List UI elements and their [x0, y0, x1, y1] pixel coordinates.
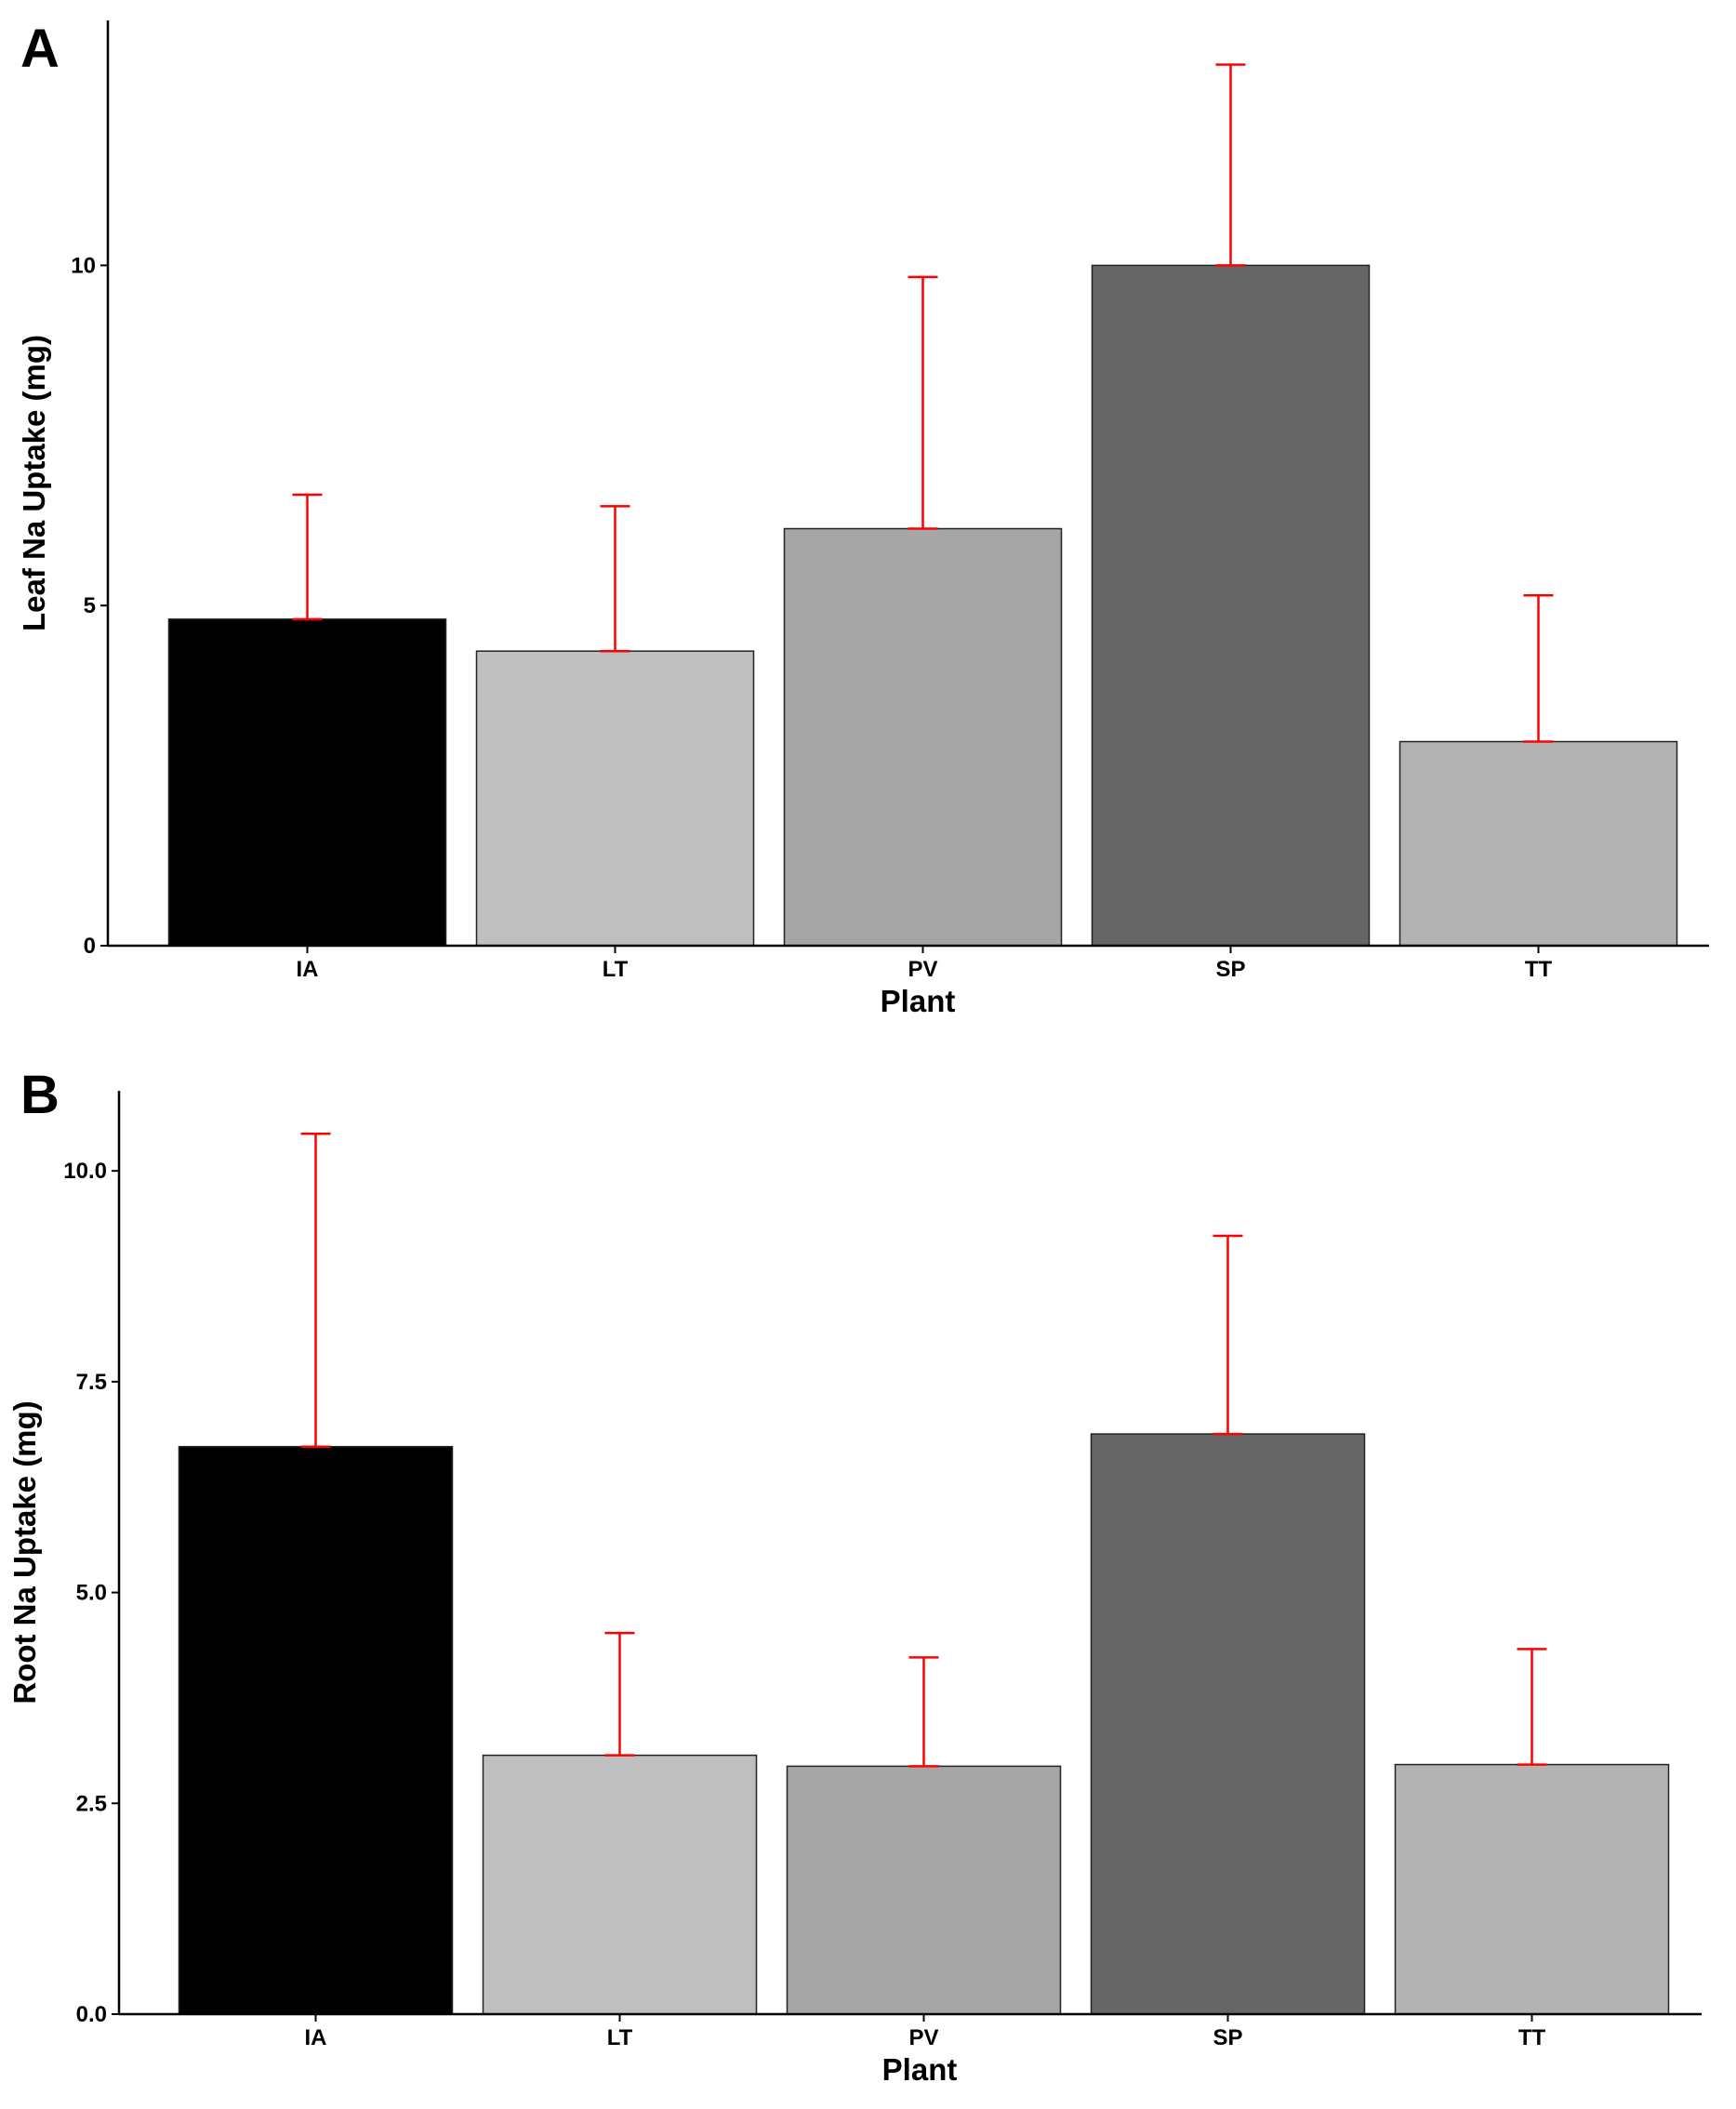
- x-tick-label-sp: SP: [1215, 957, 1245, 982]
- y-tick-label: 7.5: [76, 1370, 107, 1395]
- x-tick-label-ia: IA: [305, 2025, 327, 2050]
- y-tick-label: 0.0: [76, 2002, 107, 2027]
- bar-ia: [178, 1445, 454, 2015]
- x-axis-title: Plant: [882, 2052, 958, 2087]
- x-tick-label-tt: TT: [1518, 2025, 1546, 2050]
- bar-sp: [1091, 264, 1371, 947]
- y-axis-title: Root Na Uptake (mg): [7, 1400, 42, 1704]
- x-tick-label-ia: IA: [297, 957, 319, 982]
- y-tick-label: 10: [71, 253, 96, 278]
- y-tick-label: 2.5: [76, 1791, 107, 1816]
- y-tick-label: 5.0: [76, 1581, 107, 1606]
- y-tick-label: 0: [84, 934, 96, 959]
- x-tick-label-sp: SP: [1213, 2025, 1242, 2050]
- bar-pv: [783, 527, 1063, 947]
- y-axis-title: Leaf Na Uptake (mg): [17, 335, 51, 631]
- x-axis-title: Plant: [881, 984, 956, 1018]
- bar-pv: [786, 1765, 1062, 2015]
- x-tick-label-lt: LT: [607, 2025, 633, 2050]
- bar-tt: [1398, 740, 1678, 947]
- bar-ia: [167, 618, 447, 947]
- x-tick-label-pv: PV: [908, 2025, 938, 2050]
- x-tick-label-pv: PV: [908, 957, 937, 982]
- panel-label: A: [20, 19, 60, 79]
- chart-panel-a: A IA LT PV SP TT 0 5 10 Plant Leaf Na Uptake (mg): [17, 19, 1709, 1018]
- x-tick-label-lt: LT: [603, 957, 629, 982]
- panel-label: B: [20, 1065, 60, 1125]
- bar-sp: [1090, 1433, 1366, 2015]
- y-tick-label: 10.0: [63, 1159, 107, 1184]
- x-tick-label-tt: TT: [1525, 957, 1553, 982]
- bar-lt: [475, 650, 755, 947]
- chart-panel-b: B IA LT PV SP TT 0.0 2.5 5.0 7.5 10.0 Plant Root Na …: [7, 1065, 1702, 2087]
- bar-tt: [1394, 1763, 1670, 2015]
- y-tick-label: 5: [84, 593, 96, 618]
- bar-lt: [482, 1754, 758, 2015]
